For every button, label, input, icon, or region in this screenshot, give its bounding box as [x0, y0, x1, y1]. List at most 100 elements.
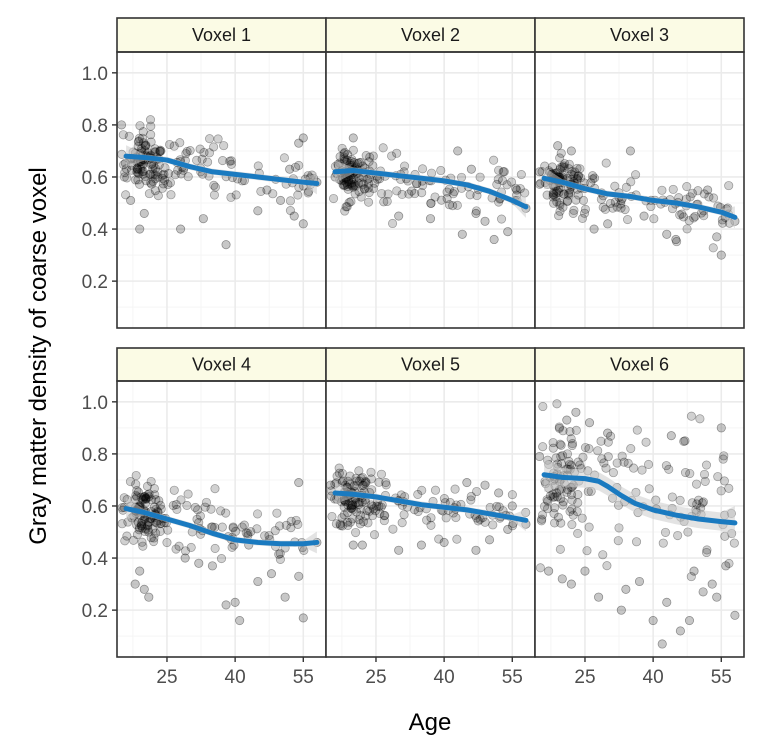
facet-strip	[534, 347, 745, 382]
smooth-line	[541, 472, 738, 526]
data-point	[126, 165, 137, 175]
data-point	[383, 189, 393, 199]
data-point	[354, 158, 364, 168]
data-point	[340, 180, 350, 190]
data-point	[716, 250, 726, 260]
data-point	[507, 501, 517, 511]
data-point	[363, 183, 373, 193]
data-point	[348, 182, 358, 192]
data-point	[289, 211, 299, 221]
data-point	[707, 579, 717, 589]
data-point	[552, 399, 562, 409]
data-point	[693, 186, 703, 196]
data-point	[134, 525, 144, 535]
smooth-line	[123, 153, 320, 186]
data-point	[453, 146, 463, 156]
data-point	[394, 545, 404, 555]
data-point	[348, 504, 358, 514]
data-point	[350, 189, 360, 199]
data-point	[689, 566, 699, 576]
facet-strip-label: Voxel 2	[401, 25, 460, 45]
data-point	[644, 459, 654, 469]
data-point	[285, 206, 295, 216]
data-point	[152, 167, 162, 177]
data-point	[293, 519, 303, 529]
data-point	[205, 134, 215, 144]
data-point	[353, 178, 363, 188]
data-point	[507, 521, 518, 531]
data-point	[341, 202, 351, 212]
data-point	[489, 234, 499, 245]
data-point	[558, 450, 568, 461]
data-point	[235, 615, 245, 626]
data-point	[426, 198, 436, 208]
data-point	[354, 499, 364, 509]
data-point	[331, 519, 341, 529]
data-point	[552, 492, 562, 502]
axis-layer: Age Gray matter density of coarse voxel	[25, 167, 451, 736]
data-point	[680, 467, 691, 478]
data-point	[554, 423, 564, 433]
data-point	[156, 504, 166, 514]
data-point	[253, 206, 263, 216]
data-point	[685, 468, 695, 479]
data-point	[671, 234, 681, 245]
data-point	[135, 224, 145, 234]
data-point	[573, 190, 583, 200]
data-point	[516, 170, 526, 180]
data-point	[682, 182, 692, 192]
data-point	[163, 179, 173, 190]
data-point	[361, 150, 371, 161]
data-point	[466, 491, 476, 502]
x-tick-label: 40	[225, 667, 246, 688]
data-point	[354, 498, 364, 508]
data-point	[130, 579, 140, 589]
data-point	[140, 141, 151, 151]
data-point	[293, 190, 303, 200]
data-point	[576, 173, 586, 183]
data-point	[359, 184, 369, 194]
data-point	[298, 219, 308, 229]
facet-strip-label: Voxel 4	[192, 355, 251, 375]
data-point	[466, 495, 476, 505]
data-point	[631, 537, 642, 547]
data-point	[430, 192, 440, 202]
data-point	[616, 199, 626, 209]
data-point	[704, 192, 714, 202]
data-point	[448, 189, 458, 199]
data-point	[132, 486, 142, 496]
data-point	[262, 185, 272, 195]
data-point	[686, 411, 696, 421]
data-point	[141, 176, 151, 186]
data-point	[565, 427, 575, 437]
data-point	[158, 170, 168, 180]
data-point	[641, 437, 651, 447]
data-point	[613, 536, 623, 546]
data-point	[694, 495, 704, 505]
data-point	[601, 463, 611, 473]
data-point	[566, 579, 576, 589]
data-point	[549, 190, 559, 200]
data-point	[186, 542, 196, 552]
data-point	[716, 486, 726, 496]
data-point	[606, 431, 616, 441]
panel-background	[117, 381, 326, 657]
data-point	[349, 157, 359, 168]
data-point	[140, 140, 150, 150]
data-point	[400, 161, 410, 171]
data-point	[597, 454, 607, 464]
data-point	[139, 208, 149, 218]
data-point	[340, 147, 350, 157]
data-point	[364, 187, 374, 198]
data-point	[374, 477, 384, 487]
data-point	[675, 210, 685, 220]
data-point	[354, 466, 364, 476]
data-point	[148, 176, 158, 187]
data-point	[502, 180, 512, 190]
data-point	[166, 190, 176, 200]
data-point	[599, 458, 609, 468]
data-point	[594, 592, 604, 602]
data-point	[145, 115, 156, 125]
data-point	[571, 407, 581, 417]
data-point	[542, 190, 552, 200]
